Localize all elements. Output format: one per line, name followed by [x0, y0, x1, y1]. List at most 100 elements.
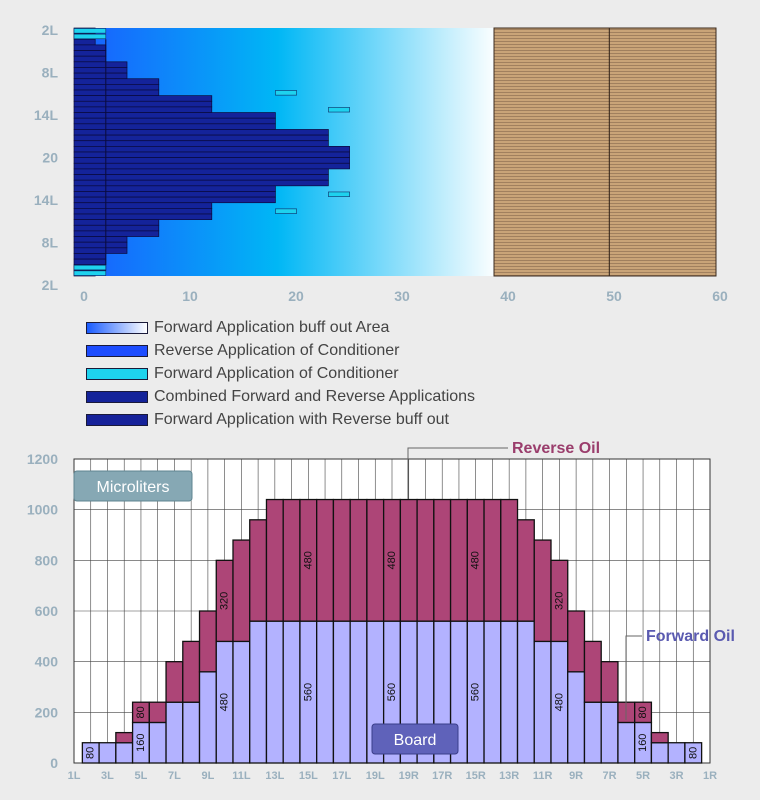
reverse-oil-bar — [600, 661, 619, 703]
top-y-axis: 2L 8L 14L 20 14L 8L 2L — [34, 22, 59, 293]
core-row — [73, 140, 329, 147]
legend-swatch — [86, 413, 148, 426]
legend-item: Forward Application with Reverse buff ou… — [86, 408, 475, 431]
x-tick-label: 17R — [432, 770, 452, 782]
x-tick-label: 9R — [569, 770, 583, 782]
reverse-oil-bar — [332, 498, 351, 622]
bar-value-label: 80 — [637, 706, 649, 718]
forward-oil-bar — [265, 620, 284, 764]
legend-item: Combined Forward and Reverse Application… — [86, 385, 475, 408]
forward-oil-bar — [316, 620, 335, 764]
reverse-oil-bar — [282, 498, 301, 622]
x-tick-label: 30 — [394, 288, 410, 304]
x-tick-label: 5L — [135, 770, 148, 782]
x-tick-label: 9L — [201, 770, 214, 782]
x-tick-label: 1L — [68, 770, 81, 782]
core-row — [73, 213, 213, 220]
reverse-oil-bar — [500, 498, 519, 622]
forward-oil-leader — [625, 635, 642, 720]
reverse-oil-bar — [198, 610, 217, 673]
forward-oil-bar — [516, 620, 535, 764]
y-tick-label: 200 — [35, 704, 59, 720]
core-row — [73, 208, 213, 215]
legend-swatch — [86, 344, 148, 357]
core-row — [73, 95, 213, 102]
reverse-oil-bar — [349, 498, 368, 622]
x-tick-label: 7R — [603, 770, 617, 782]
core-row — [73, 112, 276, 119]
cyan-conditioner-mark — [73, 33, 107, 40]
reverse-oil-bar — [533, 539, 552, 643]
bar-value-label: 80 — [135, 706, 147, 718]
forward-oil-bar — [650, 742, 669, 764]
bottom-y-axis: 0 200 400 600 800 1000 1200 — [27, 451, 58, 771]
board-label: Board — [394, 732, 437, 749]
cyan-conditioner-mark — [275, 208, 297, 214]
x-tick-label: 19R — [399, 770, 419, 782]
cyan-conditioner-mark — [275, 90, 297, 96]
x-tick-label: 50 — [606, 288, 622, 304]
bar-value-label: 160 — [637, 734, 649, 752]
core-row — [73, 117, 276, 125]
bar-value-label: 560 — [386, 683, 398, 701]
bar-value-label: 80 — [687, 747, 699, 759]
x-tick-label: 3L — [101, 770, 114, 782]
core-row — [73, 185, 276, 192]
forward-oil-bar — [148, 721, 167, 764]
x-tick-label: 0 — [80, 288, 88, 304]
core-row — [73, 50, 107, 57]
core-row — [73, 44, 107, 51]
y-tick-label: 1000 — [27, 502, 58, 518]
legend-label: Reverse Application of Conditioner — [154, 341, 400, 359]
reverse-oil-bar — [232, 539, 251, 643]
reverse-oil-bar — [483, 498, 502, 622]
forward-oil-bar — [583, 701, 602, 764]
forward-oil-bar — [332, 620, 351, 764]
reverse-oil-bar — [516, 519, 535, 622]
core-row — [73, 38, 96, 46]
cyan-conditioner-mark — [73, 264, 107, 271]
x-tick-label: 5R — [636, 770, 650, 782]
y-tick-label: 400 — [35, 654, 59, 670]
core-row — [73, 174, 329, 181]
bar-value-label: 320 — [219, 592, 231, 610]
x-tick-label: 40 — [500, 288, 516, 304]
core-row — [73, 55, 107, 63]
microliters-label: Microliters — [97, 479, 170, 496]
forward-oil-bar — [349, 620, 368, 764]
forward-oil-bar — [198, 671, 217, 764]
bar-value-label: 160 — [135, 734, 147, 752]
forward-oil-bar — [115, 742, 134, 764]
forward-oil-bar — [483, 620, 502, 764]
reverse-oil-bar — [366, 498, 385, 622]
bar-value-label: 480 — [386, 551, 398, 569]
y-tick-label: 20 — [42, 150, 58, 166]
reverse-oil-leader — [407, 447, 508, 499]
reverse-oil-bar — [265, 498, 284, 622]
cyan-conditioner-mark — [73, 28, 107, 34]
board-border — [493, 27, 717, 277]
x-tick-label: 20 — [288, 288, 304, 304]
bar-value-label: 80 — [85, 747, 97, 759]
core-row — [73, 61, 128, 68]
legend-label: Combined Forward and Reverse Application… — [154, 387, 476, 405]
reverse-oil-bar — [115, 731, 134, 744]
reverse-oil-bar — [550, 559, 569, 643]
x-tick-label: 17L — [332, 770, 351, 782]
reverse-oil-bar — [148, 701, 167, 724]
core-row — [73, 253, 107, 260]
cyan-conditioner-mark — [73, 270, 107, 276]
core-row — [73, 241, 128, 249]
bottom-x-axis: 1L 3L 5L 7L 9L 11L 13L 15L 17L 19L 19R 17R 15R 13R 11R… — [68, 770, 718, 782]
x-tick-label: 60 — [712, 288, 728, 304]
core-row — [73, 202, 213, 209]
reverse-oil-bar — [399, 498, 418, 622]
forward-oil-bar — [182, 701, 201, 764]
x-tick-label: 3R — [669, 770, 683, 782]
x-tick-label: 1R — [703, 770, 717, 782]
x-tick-label: 7L — [168, 770, 181, 782]
reverse-oil-bar — [650, 731, 669, 744]
y-tick-label: 1200 — [27, 451, 58, 467]
core-row — [73, 89, 160, 96]
x-tick-label: 11L — [232, 770, 251, 782]
